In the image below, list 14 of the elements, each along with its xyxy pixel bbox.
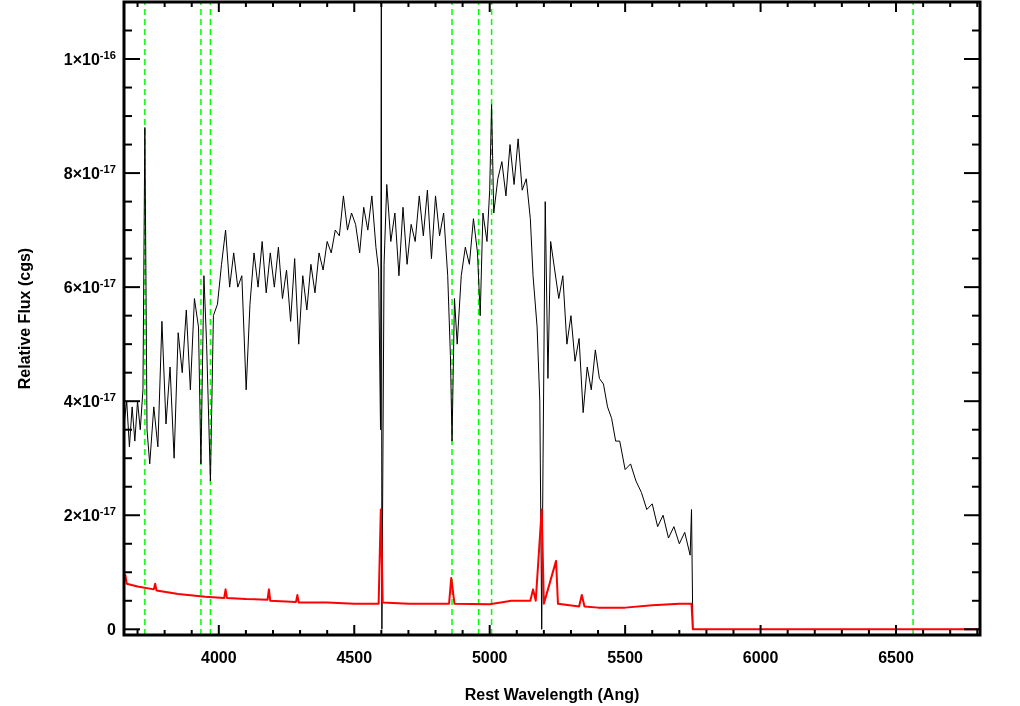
x-tick-label: 6000: [742, 649, 779, 666]
x-tick-label: 4500: [336, 649, 373, 666]
y-tick-label: 0: [107, 621, 117, 639]
y-tick-label: 1×10$^{-16}$: [63, 49, 116, 69]
y-tick-label: 6×10$^{-17}$: [63, 277, 116, 297]
y-axis-title: Relative Flux (cgs): [16, 247, 33, 390]
x-tick-label: 5500: [607, 649, 644, 666]
x-tick-label: 4000: [201, 649, 237, 666]
x-axis-title: Rest Wavelength (Ang): [464, 686, 640, 703]
y-tick-label: 8×10$^{-17}$: [63, 163, 116, 183]
x-tick-label: 6500: [878, 649, 914, 666]
x-tick-label: 5000: [471, 649, 508, 666]
y-tick-label: 2×10$^{-17}$: [63, 505, 116, 525]
y-tick-label: 4×10$^{-17}$: [63, 391, 116, 411]
